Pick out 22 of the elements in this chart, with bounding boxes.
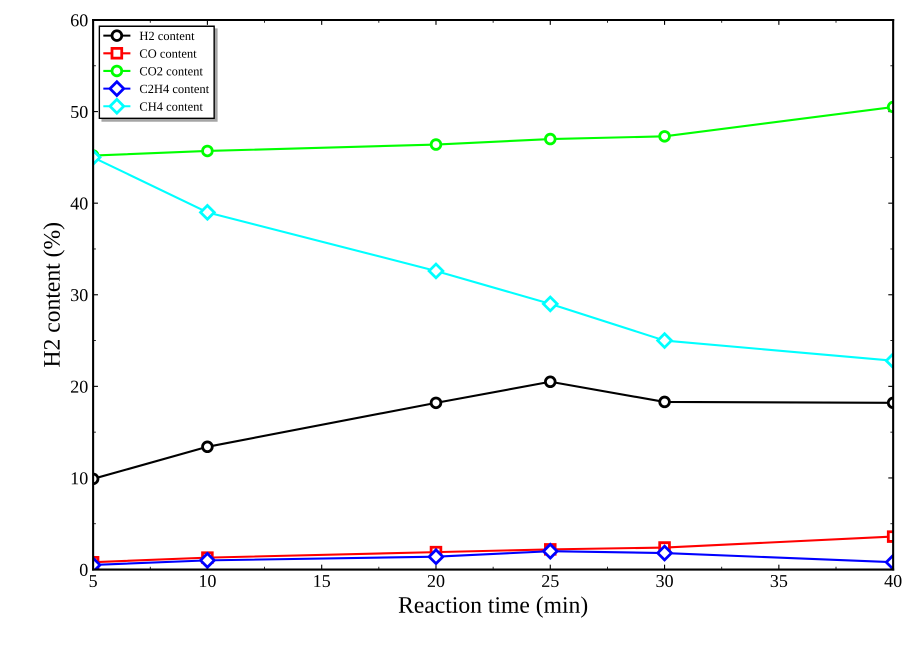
y-tick-label: 40 <box>70 197 88 210</box>
x-tick-label: 5 <box>90 575 97 588</box>
x-tick-label: 40 <box>884 574 902 588</box>
y-tick-label: 0 <box>80 564 88 576</box>
y-tick-label: 60 <box>70 14 88 26</box>
y-tick-label: 30 <box>71 289 88 302</box>
legend-label: CO2 content <box>140 67 203 76</box>
legend-label: C2H4 content <box>140 84 210 94</box>
x-tick-label: 15 <box>314 575 330 588</box>
y-tick-label: 20 <box>70 380 88 393</box>
x-tick-label: 25 <box>542 574 559 588</box>
x-tick-label: 35 <box>770 574 788 588</box>
y-tick-label: 10 <box>72 472 88 484</box>
legend-label: CH4 content <box>140 102 203 111</box>
y-axis-title: H2 content (%) <box>43 223 65 367</box>
legend-label: CO content <box>140 49 197 58</box>
x-tick-label: 20 <box>428 574 444 588</box>
x-tick-label: 30 <box>656 574 673 588</box>
x-tick-label: 10 <box>200 574 216 588</box>
x-axis-title: Reaction time (min) <box>398 596 588 618</box>
legend-label: H2 content <box>140 32 194 40</box>
y-tick-label: 50 <box>71 106 88 118</box>
